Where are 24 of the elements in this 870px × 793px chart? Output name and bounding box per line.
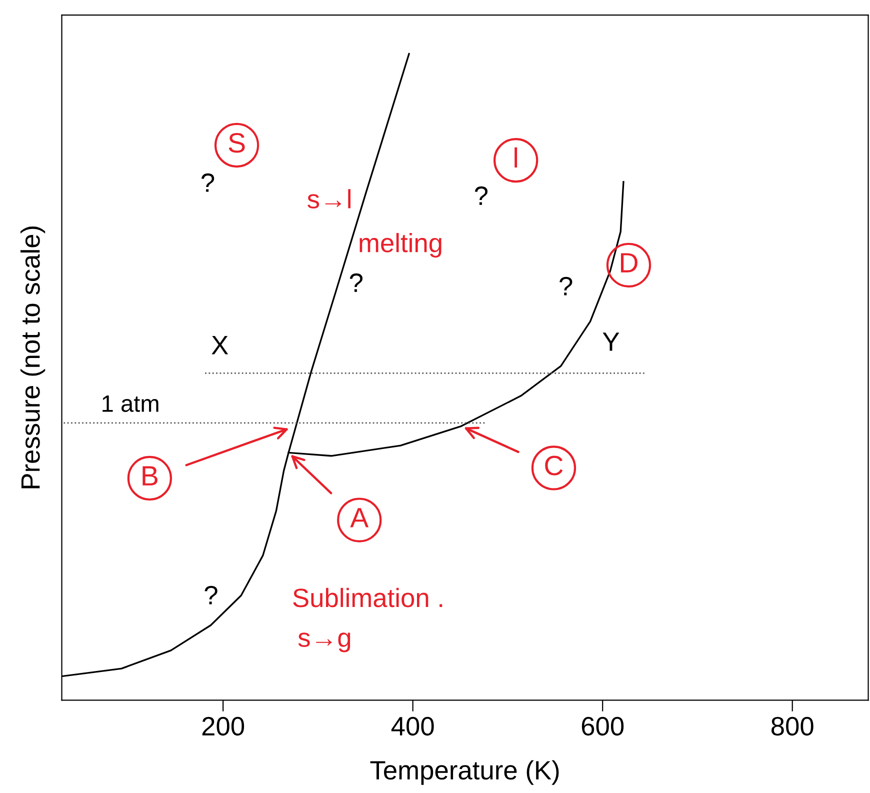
x-tick-label: 400 (391, 716, 434, 736)
y-axis-title: Pressure (not to scale) (20, 226, 46, 488)
annotation: ? (201, 173, 214, 192)
annotation: S (228, 133, 245, 153)
annotation: X (212, 336, 228, 354)
x-tick-label: 200 (202, 716, 244, 736)
x-tick-label: 800 (771, 716, 814, 736)
x-axis-title: Temperature (K) (370, 760, 559, 785)
annotation: C (545, 456, 563, 476)
annotation: melting (360, 232, 442, 258)
annotation: ? (560, 276, 572, 296)
annotation: 1 atm (102, 395, 158, 412)
annotation: ? (350, 273, 362, 292)
annotation: s→g (298, 632, 350, 652)
x-tick-label: 600 (582, 716, 624, 736)
annotation: B (142, 466, 158, 486)
annotation: l (514, 147, 518, 168)
annotation: D (620, 253, 638, 272)
annotation: Y (602, 332, 620, 351)
annotation: Sublimation . (293, 588, 442, 608)
annotation: s→l (308, 189, 350, 209)
annotation: ? (204, 586, 218, 604)
annotation: A (350, 508, 369, 528)
annotation: ? (474, 186, 488, 205)
